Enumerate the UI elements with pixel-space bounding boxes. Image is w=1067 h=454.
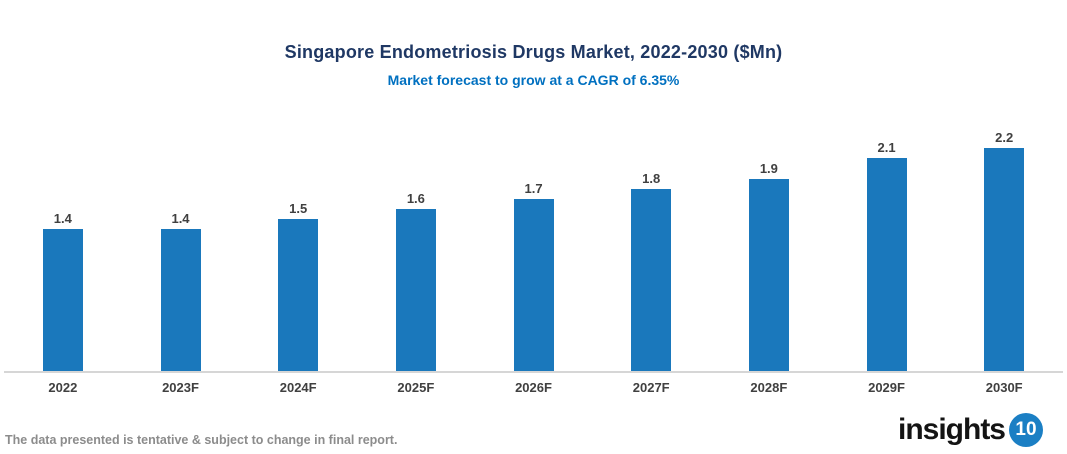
insights10-logo: insights 10: [898, 413, 1043, 447]
bar: [395, 209, 436, 371]
x-axis-label: 2026F: [515, 380, 552, 395]
logo-badge-10: 10: [1009, 413, 1043, 447]
bar-value-label: 1.8: [642, 171, 661, 186]
bar-value-label: 2.2: [995, 130, 1014, 145]
bar-chart: 1.4 1.4 1.5 1.6 1.7 1.8 1.9 2.1 2.2 2022 2023F 202…: [4, 118, 1063, 395]
bar-value-label: 1.4: [53, 211, 72, 226]
bar: [278, 219, 319, 371]
logo-text: insights: [897, 413, 1006, 446]
bar-group-2022: 1.4: [4, 211, 122, 371]
x-axis-label: 2023F: [162, 380, 199, 395]
x-axis: 2022 2023F 2024F 2025F 2026F 2027F 2028F 2029F 2…: [4, 373, 1063, 395]
bar-group-2029F: 2.1: [828, 140, 946, 371]
bar-value-label: 1.7: [524, 181, 543, 196]
bar-group-2023F: 1.4: [122, 211, 240, 371]
x-axis-label: 2027F: [632, 380, 670, 395]
bar-group-2025F: 1.6: [357, 191, 475, 371]
chart-title: Singapore Endometriosis Drugs Market, 20…: [284, 42, 783, 62]
chart-subtitle: Market forecast to grow at a CAGR of 6.3…: [387, 72, 680, 88]
bar-group-2028F: 1.9: [710, 161, 828, 371]
bar: [42, 229, 83, 371]
x-axis-label: 2022: [48, 380, 78, 395]
bar-group-2026F: 1.7: [475, 181, 593, 371]
x-axis-label: 2024F: [279, 380, 317, 395]
bar-group-2024F: 1.5: [239, 201, 357, 371]
bar-value-label: 1.4: [171, 211, 190, 226]
bar: [631, 189, 672, 371]
x-axis-label: 2029F: [868, 380, 905, 395]
bar-value-label: 1.6: [406, 191, 425, 206]
bar: [160, 229, 201, 371]
bar: [984, 148, 1025, 371]
bar-group-2030F: 2.2: [945, 130, 1063, 371]
bar: [513, 199, 554, 371]
disclaimer-text: The data presented is tentative & subjec…: [5, 433, 398, 447]
x-axis-label: 2028F: [750, 380, 788, 395]
x-axis-label: 2030F: [985, 380, 1023, 395]
bar-value-label: 1.9: [759, 161, 778, 176]
bar-group-2027F: 1.8: [592, 171, 710, 371]
bar-value-label: 2.1: [877, 140, 896, 155]
plot-area: 1.4 1.4 1.5 1.6 1.7 1.8 1.9 2.1 2.2: [4, 118, 1063, 373]
bar: [748, 179, 789, 371]
bar-value-label: 1.5: [289, 201, 308, 216]
x-axis-label: 2025F: [397, 380, 435, 395]
bar: [866, 158, 907, 371]
